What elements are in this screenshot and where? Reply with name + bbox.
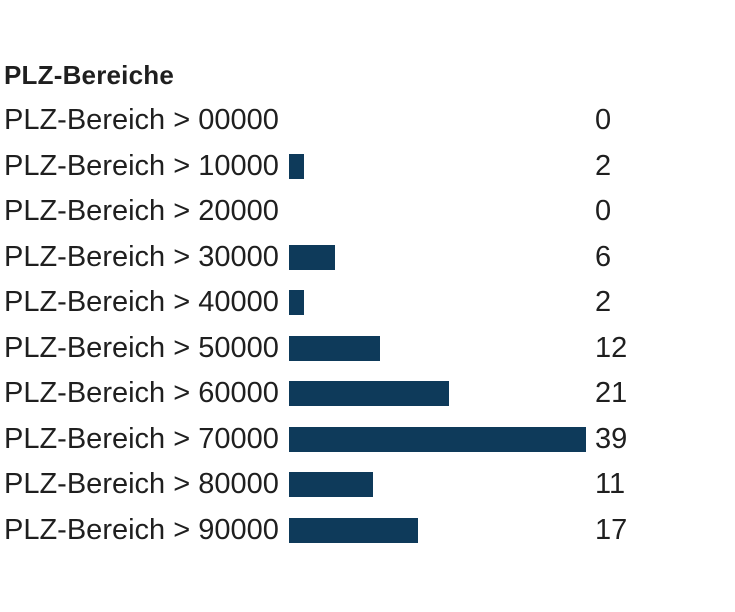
bar-row: PLZ-Bereich > 50000 12: [0, 326, 735, 372]
bar-row: PLZ-Bereich > 10000 2: [0, 144, 735, 190]
category-label: PLZ-Bereich > 60000: [4, 377, 279, 410]
value-label: 39: [595, 422, 628, 455]
bar-track: [289, 426, 595, 452]
bar: [289, 426, 586, 452]
category-label: PLZ-Bereich > 10000: [4, 149, 279, 182]
bar-track: [289, 244, 595, 270]
value-label: 0: [595, 104, 612, 137]
bar-rows: PLZ-Bereich > 00000 0 PLZ-Bereich > 1000…: [0, 98, 735, 553]
category-label: PLZ-Bereich > 70000: [4, 422, 279, 455]
value-label: 0: [595, 195, 612, 228]
bar-row: PLZ-Bereich > 00000 0: [0, 98, 735, 144]
bar: [289, 472, 373, 498]
bar-row: PLZ-Bereich > 90000 17: [0, 508, 735, 554]
value-label: 12: [595, 331, 628, 364]
bar-row: PLZ-Bereich > 30000 6: [0, 235, 735, 281]
bar: [289, 290, 305, 316]
bar: [289, 517, 419, 543]
bar-row: PLZ-Bereich > 70000 39: [0, 417, 735, 463]
bar-track: [289, 108, 595, 133]
category-label: PLZ-Bereich > 30000: [4, 240, 279, 273]
value-label: 11: [595, 468, 626, 501]
bar-track: [289, 153, 595, 179]
category-label: PLZ-Bereich > 20000: [4, 195, 279, 228]
category-label: PLZ-Bereich > 40000: [4, 286, 279, 319]
bar-track: [289, 381, 595, 407]
bar: [289, 381, 449, 407]
bar-track: [289, 517, 595, 543]
bar-track: [289, 290, 595, 316]
bar: [289, 244, 335, 270]
bar-row: PLZ-Bereich > 40000 2: [0, 280, 735, 326]
bar-row: PLZ-Bereich > 60000 21: [0, 371, 735, 417]
chart-title: PLZ-Bereiche: [4, 60, 175, 90]
bar-track: [289, 472, 595, 498]
bar-track: [289, 335, 595, 361]
value-label: 2: [595, 286, 612, 319]
category-label: PLZ-Bereich > 90000: [4, 513, 279, 546]
value-label: 2: [595, 149, 612, 182]
category-label: PLZ-Bereich > 00000: [4, 104, 279, 137]
bar-row: PLZ-Bereich > 20000 0: [0, 189, 735, 235]
bar: [289, 153, 305, 179]
value-label: 21: [595, 377, 628, 410]
bar-track: [289, 199, 595, 224]
value-label: 6: [595, 240, 612, 273]
category-label: PLZ-Bereich > 50000: [4, 331, 279, 364]
category-label: PLZ-Bereich > 80000: [4, 468, 279, 501]
bar: [289, 335, 381, 361]
bar-row: PLZ-Bereich > 80000 11: [0, 462, 735, 508]
value-label: 17: [595, 513, 628, 546]
